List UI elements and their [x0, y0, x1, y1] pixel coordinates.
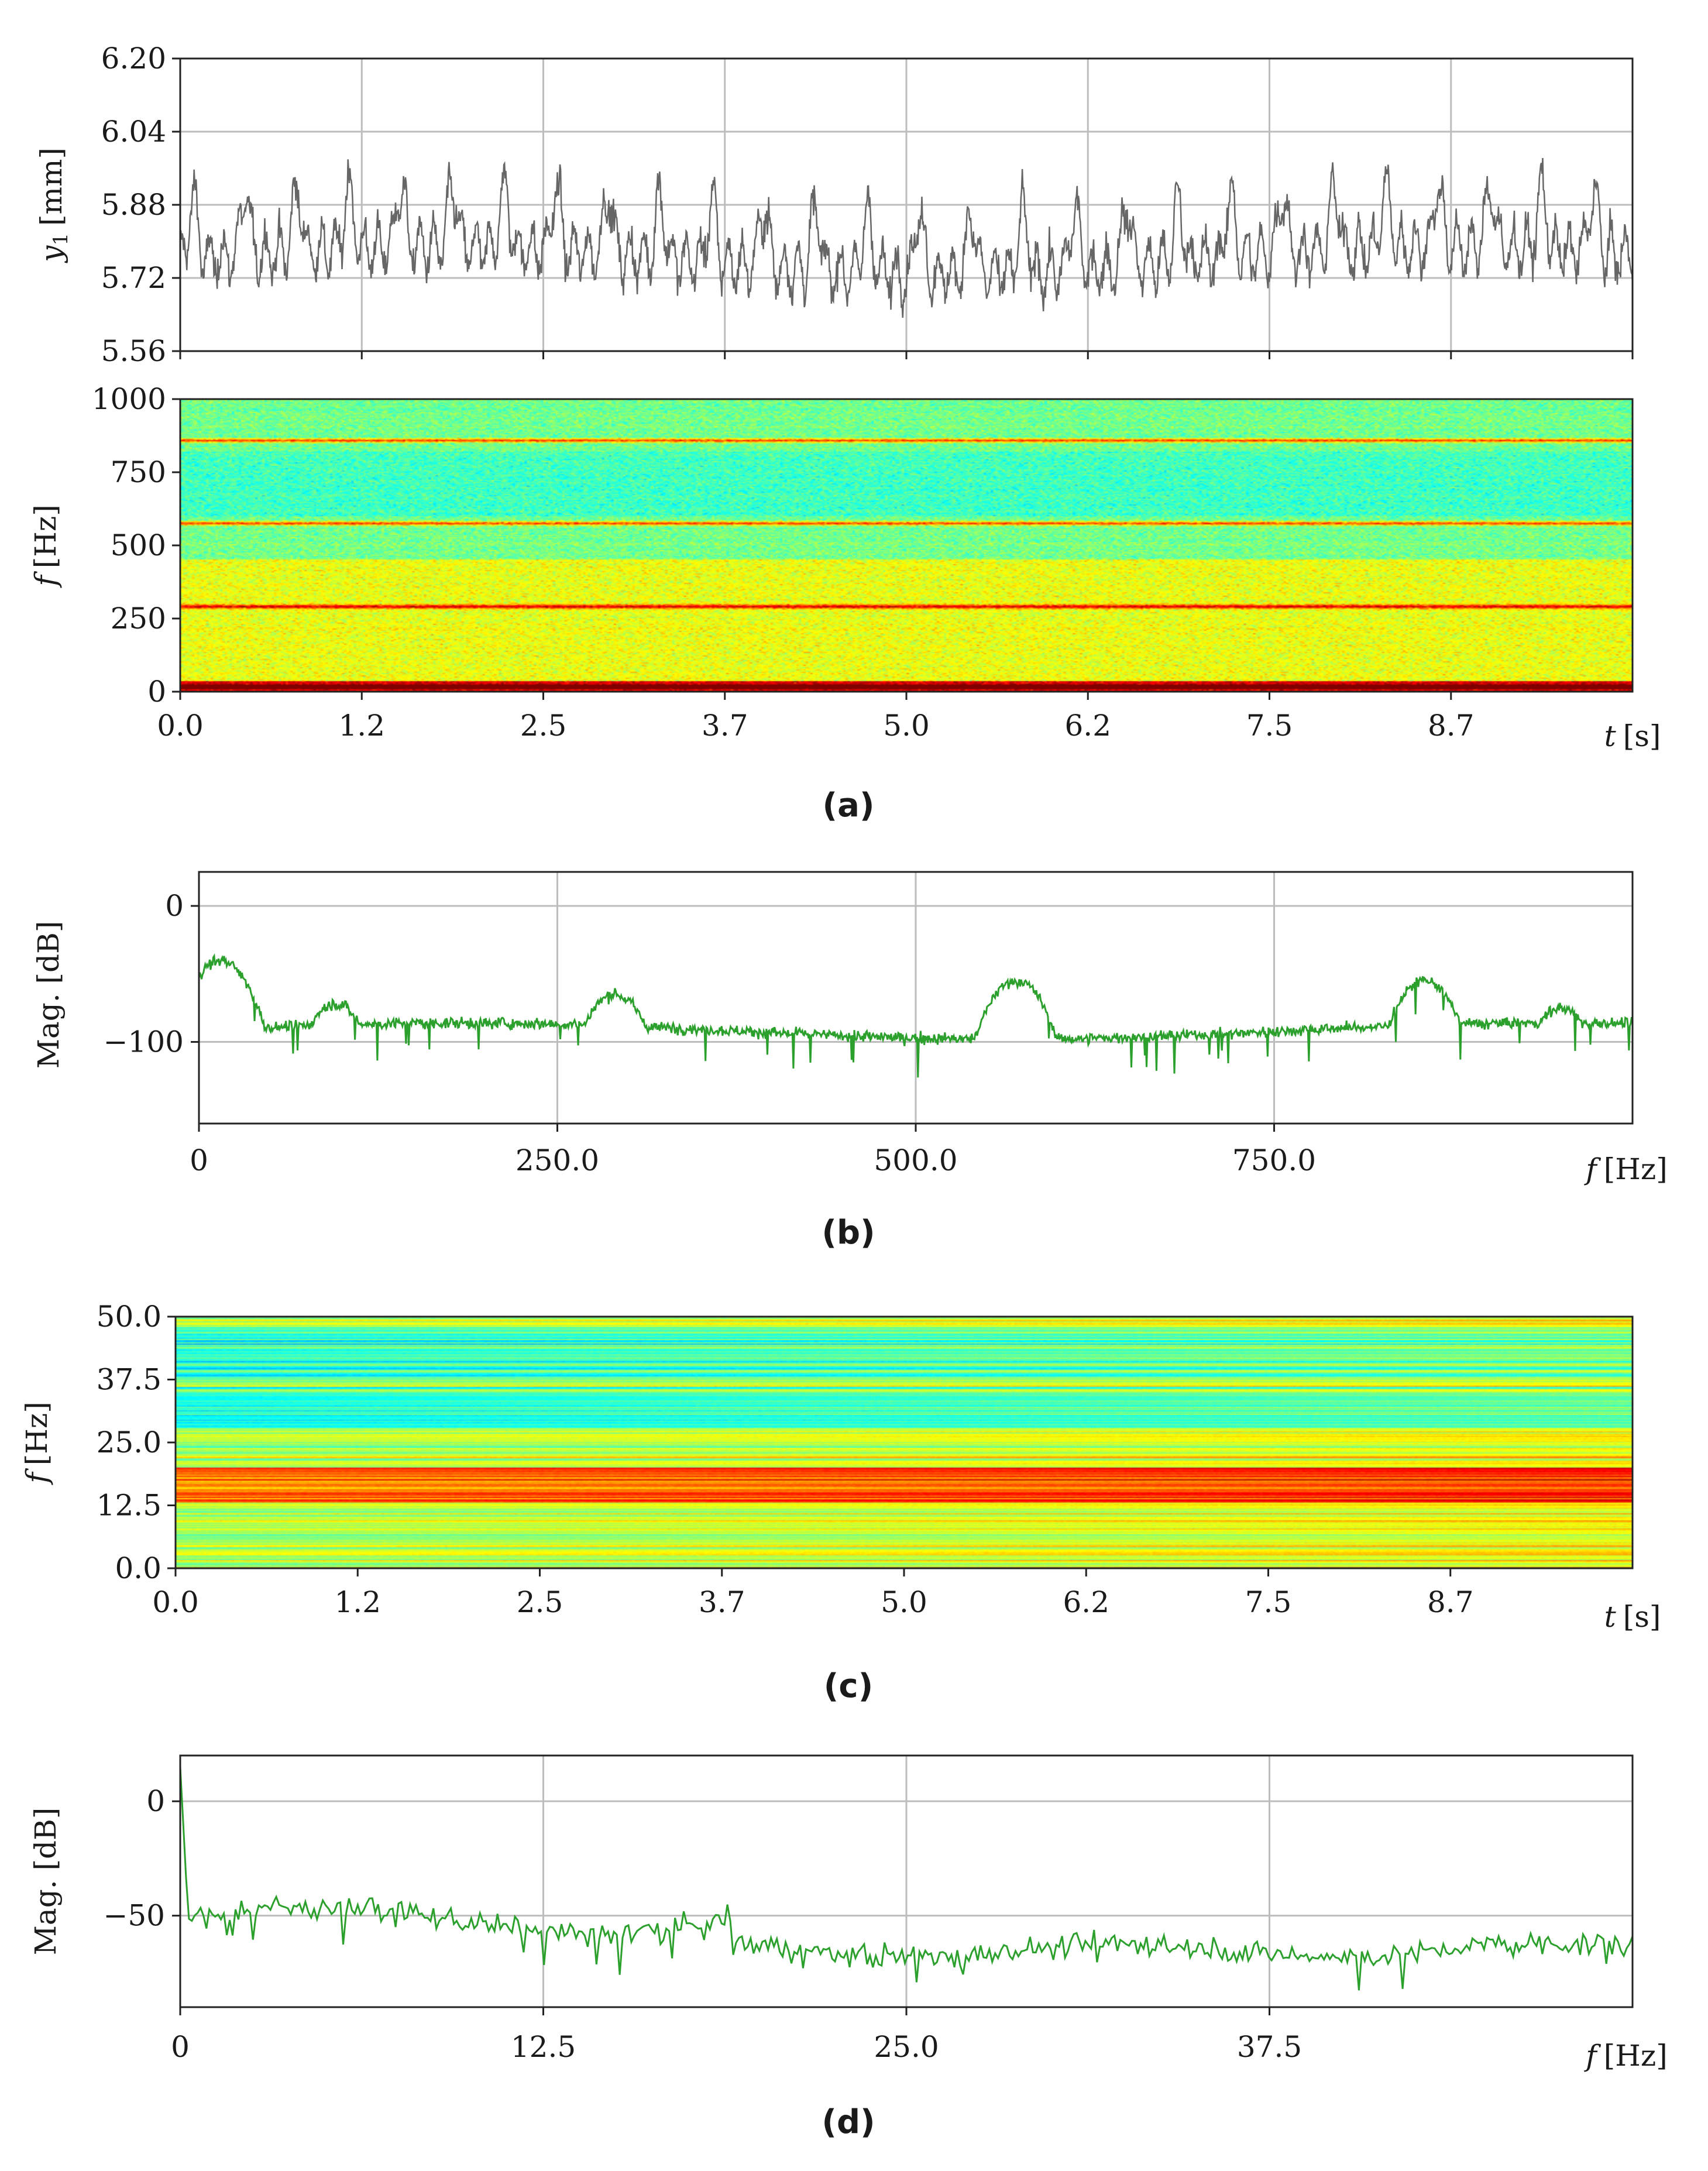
ytick-label-a2-4: 0 [147, 675, 166, 709]
y-axis-label-b: Mag. [dB] [32, 921, 66, 1069]
x-axis-label-a: t [s] [1604, 719, 1661, 753]
ytick-label-c-1: 37.5 [97, 1363, 161, 1397]
panel-b-spectrum: 0 250.0 500.0 750.0 0 −100 Mag. [dB] f [Hz] (b… [32, 871, 1668, 1252]
xtick-label-c-0: 0.0 [152, 1585, 199, 1619]
ytick-label-a2-2: 500 [111, 528, 166, 562]
x-axis-label-c: t [s] [1604, 1600, 1661, 1634]
xtick-label-d-2: 25.0 [874, 2030, 939, 2064]
plot-frame-a-top [179, 57, 1634, 352]
ytick-label-c-2: 25.0 [97, 1425, 161, 1459]
x-axis-label-b: f [Hz] [1583, 1152, 1667, 1186]
xtick-label-d-1: 12.5 [511, 2030, 576, 2064]
xtick-label-c-4: 5.0 [881, 1585, 927, 1619]
xtick-label-c-6: 7.5 [1245, 1585, 1292, 1619]
caption-c: (c) [824, 1667, 873, 1705]
xtick-label-a2-6: 7.5 [1246, 709, 1293, 743]
x-axis-label-d: f [Hz] [1583, 2039, 1667, 2073]
ytick-label-a2-0: 1000 [92, 382, 166, 416]
spectrogram-c [176, 1317, 1633, 1568]
xtick-label-a2-1: 1.2 [338, 709, 385, 743]
y-axis-label-a-bottom: f[Hz] [29, 504, 63, 588]
ytick-label-a-2: 5.88 [101, 188, 166, 222]
ytick-label-b-0: 0 [165, 889, 184, 923]
plot-frame-d [179, 1754, 1634, 2008]
series-line-b [199, 953, 1633, 1078]
xtick-label-a2-5: 6.2 [1064, 709, 1111, 743]
xtick-label-c-3: 3.7 [699, 1585, 745, 1619]
ytick-label-b-1: −100 [104, 1025, 184, 1059]
ytick-label-a2-3: 250 [111, 602, 166, 636]
ytick-label-c-3: 12.5 [97, 1489, 161, 1523]
xtick-label-b-3: 750.0 [1232, 1143, 1316, 1177]
ytick-label-d-1: −50 [103, 1899, 165, 1933]
panel-a-spectrogram: 1000 750 500 250 00.0 1.2 2.5 3.7 5.0 6.2 7.5 8.7 f… [29, 382, 1661, 825]
xtick-label-a2-0: 0.0 [157, 709, 204, 743]
xtick-label-a2-2: 2.5 [520, 709, 567, 743]
ytick-label-c-4: 0.0 [115, 1551, 161, 1585]
series-line-d [180, 1767, 1633, 1991]
panel-c-spectrogram: 50.0 37.5 25.0 12.5 0.00.0 1.2 2.5 3.7 5.0 6.2 7.5… [20, 1300, 1661, 1705]
caption-a: (a) [823, 786, 875, 825]
series-line-y1 [180, 157, 1633, 318]
caption-d: (d) [822, 2103, 875, 2141]
xtick-label-d-0: 0 [171, 2030, 190, 2064]
xtick-label-b-2: 500.0 [874, 1143, 957, 1177]
ytick-label-a-1: 6.04 [101, 115, 166, 149]
ytick-label-d-0: 0 [146, 1784, 165, 1818]
xtick-label-a2-4: 5.0 [883, 709, 930, 743]
xtick-label-b-0: 0 [190, 1143, 208, 1177]
xtick-label-d-3: 37.5 [1237, 2030, 1302, 2064]
xtick-label-a2-7: 8.7 [1428, 709, 1475, 743]
xtick-label-c-2: 2.5 [517, 1585, 563, 1619]
xtick-label-c-5: 6.2 [1063, 1585, 1109, 1619]
spectrogram-a [180, 399, 1633, 692]
xtick-label-c-1: 1.2 [334, 1585, 381, 1619]
ytick-label-a-3: 5.72 [101, 261, 166, 295]
ytick-label-c-0: 50.0 [97, 1300, 161, 1334]
panel-d-spectrum: 0 12.5 25.0 37.5 0 −50 Mag. [dB] f [Hz] (d) [29, 1754, 1668, 2141]
ytick-label-a-4: 5.56 [101, 334, 166, 368]
ytick-label-a2-1: 750 [111, 455, 166, 489]
xtick-label-b-1: 250.0 [516, 1143, 599, 1177]
panel-a-timeseries: 6.20 6.04 5.88 5.72 5.56 y1[mm] [35, 42, 1634, 368]
caption-b: (b) [822, 1214, 875, 1252]
ytick-label-a-0: 6.20 [101, 42, 166, 75]
xtick-label-a2-3: 3.7 [702, 709, 748, 743]
y-axis-label-c: f[Hz] [20, 1401, 54, 1485]
plot-frame-b [198, 871, 1634, 1125]
y-axis-label-d: Mag. [dB] [29, 1808, 63, 1956]
xtick-label-c-7: 8.7 [1427, 1585, 1474, 1619]
y-axis-label-a-top: y1[mm] [35, 147, 73, 263]
